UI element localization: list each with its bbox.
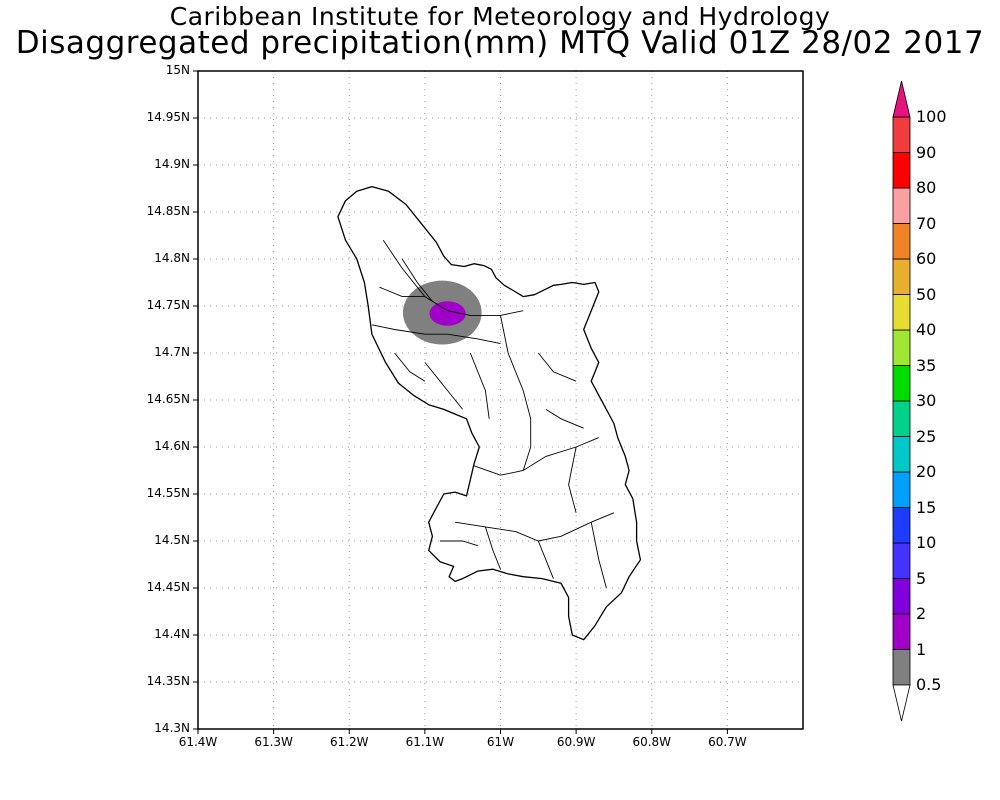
colorbar-label: 25 (916, 426, 937, 446)
colorbar-swatch (892, 294, 911, 331)
colorbar-swatch (892, 471, 911, 508)
y-tick-label: 14.75N (146, 298, 190, 312)
colorbar-label: 90 (916, 142, 937, 162)
x-tick-label: 61.1W (405, 735, 445, 749)
x-tick-label: 60.9W (556, 735, 596, 749)
boundary-line (537, 540, 554, 579)
y-tick-label: 14.5N (154, 533, 190, 547)
colorbar-swatch (892, 613, 911, 650)
colorbar-bottom-arrow (892, 684, 911, 722)
colorbar-swatch (892, 649, 911, 686)
colorbar-swatch (892, 507, 911, 544)
island-outline (337, 185, 642, 641)
colorbar-label: 5 (916, 568, 927, 588)
colorbar (892, 80, 911, 722)
boundary-line (568, 446, 577, 513)
y-tick-label: 14.85N (146, 204, 190, 218)
colorbar-label: 40 (916, 320, 937, 339)
colorbar-swatch (892, 365, 911, 402)
boundary-line (455, 512, 615, 542)
title-line-2: Disaggregated precipitation(mm) MTQ Vali… (15, 25, 985, 61)
colorbar-label: 100 (916, 107, 947, 126)
boundary-line (440, 540, 478, 547)
precipitation-layer (402, 280, 482, 345)
y-tick-label: 14.9N (154, 157, 190, 171)
title-line-1: Caribbean Institute for Meteorology and … (169, 2, 831, 31)
colorbar-swatch (892, 152, 911, 189)
colorbar-label: 1 (916, 639, 927, 659)
y-tick-label: 15N (165, 63, 190, 77)
grid-lines (198, 71, 803, 729)
boundary-line (500, 315, 532, 447)
colorbar-label: 50 (916, 284, 937, 304)
y-tick-label: 14.8N (154, 251, 190, 265)
boundary-line (371, 324, 501, 345)
colorbar-swatch (892, 578, 911, 615)
x-tick-label: 60.7W (708, 735, 747, 749)
x-tick-label: 61W (486, 735, 515, 749)
boundary-line (545, 409, 584, 429)
colorbar-swatch (892, 436, 911, 473)
colorbar-swatch (892, 258, 911, 295)
y-tick-label: 14.65N (146, 392, 190, 406)
colorbar-top-arrow (892, 80, 911, 118)
colorbar-label: 15 (916, 497, 937, 517)
colorbar-swatch (892, 329, 911, 366)
boundary-line (394, 352, 426, 382)
colorbar-swatch (892, 542, 911, 579)
boundary-line (590, 522, 607, 589)
boundary-line (484, 526, 501, 570)
y-tick-label: 14.7N (154, 345, 190, 359)
colorbar-label: 10 (916, 533, 937, 552)
y-tick-label: 14.95N (146, 110, 190, 124)
x-tick-label: 61.4W (178, 735, 218, 749)
colorbar-label: 70 (916, 213, 937, 233)
y-tick-label: 14.6N (154, 439, 190, 453)
colorbar-label: 2 (916, 604, 927, 623)
boundary-line (469, 352, 490, 419)
y-tick-label: 14.3N (154, 721, 190, 735)
boundary-line (522, 446, 532, 471)
colorbar-swatch (892, 400, 911, 437)
boundary-line (473, 437, 599, 476)
map-frame (197, 70, 804, 730)
boundary-line (424, 362, 464, 410)
y-tick-label: 14.55N (146, 486, 190, 500)
colorbar-label: 30 (916, 391, 937, 410)
precip-area (429, 301, 466, 326)
y-tick-label: 14.45N (146, 580, 190, 594)
boundary-line (401, 258, 433, 302)
x-tick-label: 60.8W (632, 735, 672, 749)
x-tick-label: 61.3W (254, 735, 293, 749)
y-tick-label: 14.4N (154, 627, 190, 641)
axis-ticks (193, 70, 728, 734)
x-tick-label: 61.2W (329, 735, 369, 749)
colorbar-label: 60 (916, 249, 937, 268)
colorbar-label: 35 (916, 355, 937, 375)
coastline (337, 185, 642, 641)
boundary-line (379, 286, 425, 298)
colorbar-swatch (892, 223, 911, 260)
colorbar-label: 80 (916, 178, 937, 197)
y-tick-label: 14.35N (146, 674, 190, 688)
colorbar-label: 0.5 (916, 675, 942, 694)
colorbar-label: 20 (916, 462, 937, 481)
colorbar-swatch (892, 187, 911, 224)
boundary-line (537, 352, 577, 382)
colorbar-swatch (892, 116, 911, 153)
